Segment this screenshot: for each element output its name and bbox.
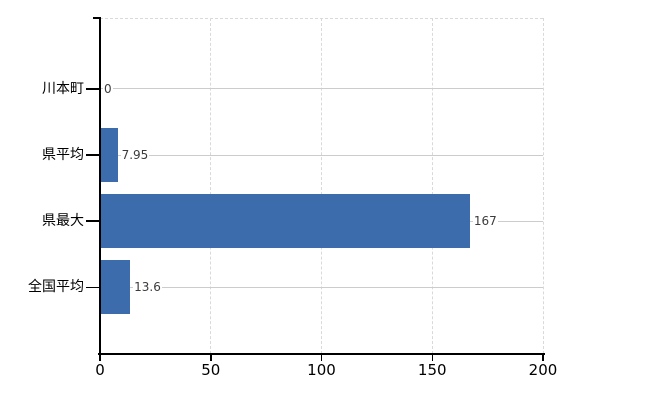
category-label: 県平均 [42,147,84,163]
bar-value-label: 7.95 [120,148,150,162]
x-axis [98,353,545,355]
x-tick-label: 200 [528,361,558,379]
bar [100,194,470,249]
x-tick [431,355,433,361]
x-tick [320,355,323,361]
y-tick [93,17,100,19]
gridline-vertical [431,18,433,354]
bar-value-label: 0 [103,81,113,96]
gridline-vertical [210,18,212,354]
y-tick [86,154,100,156]
category-label: 全国平均 [28,279,84,296]
x-tick-label: 150 [417,361,447,379]
gridline-horizontal [100,154,543,156]
bar-value-label: 167 [472,214,498,229]
category-label: 県最大 [42,213,84,230]
bar-value-label: 13.6 [133,280,162,295]
y-tick [86,88,100,90]
x-tick [99,355,101,361]
bar [100,128,118,182]
gridline-horizontal [100,286,543,288]
x-tick [542,355,544,361]
y-tick [86,220,100,222]
gridline-vertical [542,18,544,354]
y-tick [86,286,100,289]
y-axis [98,17,101,356]
x-tick-label: 50 [201,361,221,379]
x-tick-label: 0 [95,361,105,379]
category-label: 川本町 [42,80,84,97]
x-tick [210,355,212,361]
bar [100,260,131,315]
gridline-vertical [321,18,322,354]
x-tick-label: 100 [307,361,336,379]
gridline-horizontal [100,88,543,90]
